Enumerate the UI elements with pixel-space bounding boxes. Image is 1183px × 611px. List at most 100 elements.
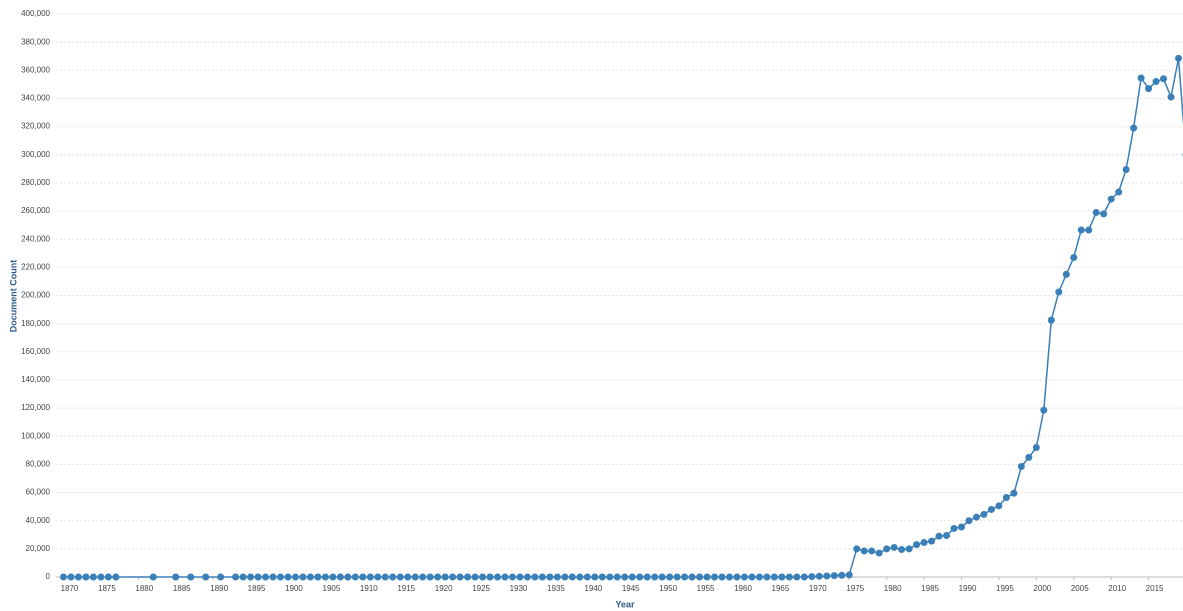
x-tick-label: 1900 <box>285 584 303 593</box>
point <box>67 573 75 581</box>
point <box>1055 288 1063 296</box>
y-tick-label: 100,000 <box>21 431 50 440</box>
y-tick-label: 380,000 <box>21 37 50 46</box>
point <box>733 573 741 581</box>
y-tick-label: 60,000 <box>26 488 51 497</box>
line <box>63 58 1183 578</box>
point <box>681 573 689 581</box>
y-tick-label: 20,000 <box>26 544 51 553</box>
point <box>411 573 419 581</box>
point <box>404 573 412 581</box>
y-tick-label: 280,000 <box>21 178 50 187</box>
point <box>344 573 352 581</box>
point <box>89 573 97 581</box>
point <box>262 573 270 581</box>
y-axis-title: Document Count <box>8 260 18 333</box>
x-tick-label: 2005 <box>1071 584 1089 593</box>
point <box>1025 453 1033 461</box>
point <box>666 573 674 581</box>
point <box>785 573 793 581</box>
point <box>449 573 457 581</box>
point <box>980 510 988 518</box>
point <box>374 573 382 581</box>
point <box>853 545 861 553</box>
point <box>748 573 756 581</box>
point <box>898 546 906 554</box>
point <box>553 573 561 581</box>
point <box>351 573 359 581</box>
point <box>598 573 606 581</box>
point <box>464 573 472 581</box>
point <box>1040 406 1048 414</box>
x-tick-label: 1895 <box>248 584 266 593</box>
point <box>995 502 1003 510</box>
point <box>419 573 427 581</box>
y-tick-label: 300,000 <box>21 150 50 159</box>
point <box>104 573 112 581</box>
point <box>957 523 965 531</box>
x-tick-label: 2000 <box>1033 584 1051 593</box>
point <box>299 573 307 581</box>
point <box>711 573 719 581</box>
point <box>576 573 584 581</box>
point <box>913 541 921 549</box>
y-tick-label: 240,000 <box>21 234 50 243</box>
y-tick-label: 40,000 <box>26 516 51 525</box>
point <box>291 573 299 581</box>
x-tick-label: 1925 <box>472 584 490 593</box>
point <box>247 573 255 581</box>
point <box>426 573 434 581</box>
point <box>239 573 247 581</box>
point <box>1070 253 1078 261</box>
y-tick-label: 400,000 <box>21 9 50 18</box>
point <box>636 573 644 581</box>
x-axis-title: Year <box>615 599 635 609</box>
point <box>875 549 883 557</box>
point <box>232 573 240 581</box>
point <box>434 573 442 581</box>
point <box>202 573 210 581</box>
x-tick-label: 1910 <box>360 584 378 593</box>
point <box>1085 226 1093 234</box>
point <box>1077 226 1085 234</box>
point <box>628 573 636 581</box>
point <box>583 573 591 581</box>
y-tick-label: 220,000 <box>21 262 50 271</box>
point <box>74 573 82 581</box>
point <box>726 573 734 581</box>
point <box>800 573 808 581</box>
x-tick-label: 1960 <box>734 584 752 593</box>
point <box>359 573 367 581</box>
point <box>1160 75 1168 83</box>
x-tick-label: 1995 <box>996 584 1014 593</box>
point <box>740 573 748 581</box>
point <box>1100 210 1108 218</box>
point <box>501 573 509 581</box>
point <box>1130 124 1138 132</box>
point <box>284 573 292 581</box>
point <box>516 573 524 581</box>
point <box>613 573 621 581</box>
point <box>1152 78 1160 86</box>
point <box>479 573 487 581</box>
x-tick-label: 1930 <box>510 584 528 593</box>
point <box>651 573 659 581</box>
point <box>456 573 464 581</box>
x-tick-label: 1955 <box>697 584 715 593</box>
point <box>808 573 816 581</box>
point <box>703 573 711 581</box>
point <box>471 573 479 581</box>
x-tick-label: 1885 <box>173 584 191 593</box>
point <box>396 573 404 581</box>
point <box>59 573 67 581</box>
y-tick-label: 260,000 <box>21 206 50 215</box>
y-tick-label: 180,000 <box>21 319 50 328</box>
point <box>943 531 951 539</box>
x-tick-label: 2015 <box>1146 584 1164 593</box>
point <box>187 573 195 581</box>
y-tick-label: 160,000 <box>21 347 50 356</box>
point <box>441 573 449 581</box>
y-tick-label: 0 <box>46 572 51 581</box>
